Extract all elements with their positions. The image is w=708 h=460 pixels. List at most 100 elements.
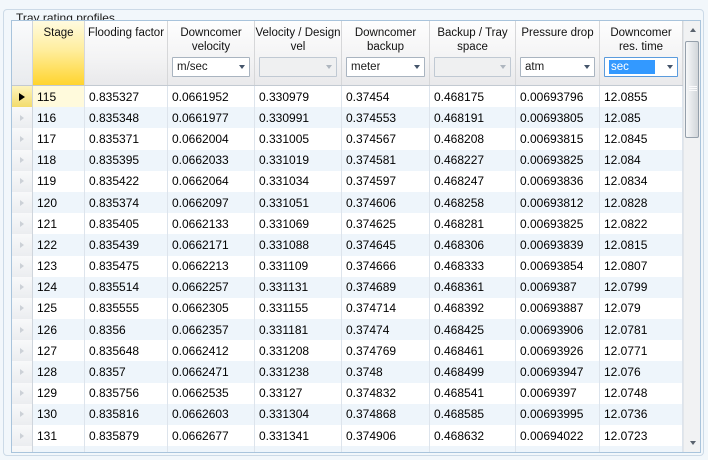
cell-stage[interactable]: 115 bbox=[33, 86, 85, 108]
row-selector[interactable] bbox=[12, 361, 33, 383]
cell-stage[interactable]: 122 bbox=[33, 234, 85, 256]
cell-press_drop[interactable]: 0.00693926 bbox=[516, 340, 600, 362]
cell-press_drop[interactable]: 0.00694022 bbox=[516, 425, 600, 447]
cell-dc_velocity[interactable]: 0.0662033 bbox=[168, 149, 255, 171]
cell-flooding[interactable]: 0.835327 bbox=[85, 86, 168, 108]
cell-dc_backup[interactable]: 0.374946 bbox=[342, 446, 430, 452]
cell-flooding[interactable]: 0.835816 bbox=[85, 403, 168, 425]
cell-backup_tray[interactable]: 0.468632 bbox=[430, 425, 516, 447]
row-selector[interactable] bbox=[12, 170, 33, 192]
row-selector[interactable] bbox=[12, 403, 33, 425]
cell-dc_backup[interactable]: 0.3748 bbox=[342, 361, 430, 383]
cell-vel_design[interactable]: 0.331034 bbox=[255, 170, 342, 192]
cell-res_time[interactable]: 12.084 bbox=[600, 149, 683, 171]
cell-stage[interactable]: 130 bbox=[33, 403, 85, 425]
cell-stage[interactable]: 132 bbox=[33, 446, 85, 452]
cell-res_time[interactable]: 12.0828 bbox=[600, 191, 683, 214]
cell-vel_design[interactable]: 0.330979 bbox=[255, 86, 342, 108]
cell-press_drop[interactable]: 0.00693995 bbox=[516, 403, 600, 425]
cell-dc_backup[interactable]: 0.374769 bbox=[342, 340, 430, 362]
cell-flooding[interactable]: 0.835374 bbox=[85, 191, 168, 214]
cell-vel_design[interactable]: 0.331051 bbox=[255, 191, 342, 214]
cell-backup_tray[interactable]: 0.468247 bbox=[430, 170, 516, 192]
cell-backup_tray[interactable]: 0.468333 bbox=[430, 255, 516, 277]
cell-res_time[interactable]: 12.0807 bbox=[600, 255, 683, 277]
cell-backup_tray[interactable]: 0.468425 bbox=[430, 319, 516, 341]
unit-combo-res_time[interactable]: sec bbox=[604, 57, 678, 77]
scrollbar-thumb[interactable] bbox=[685, 41, 699, 138]
cell-res_time[interactable]: 12.0822 bbox=[600, 213, 683, 235]
combo-arrow-zone-vel_design[interactable] bbox=[321, 65, 336, 69]
cell-vel_design[interactable]: 0.331005 bbox=[255, 128, 342, 150]
combo-arrow-zone-dc_backup[interactable] bbox=[409, 65, 424, 69]
cell-press_drop[interactable]: 0.00693839 bbox=[516, 234, 600, 256]
cell-dc_velocity[interactable]: 0.0662412 bbox=[168, 340, 255, 362]
cell-press_drop[interactable]: 0.00693887 bbox=[516, 297, 600, 320]
combo-arrow-zone-dc_velocity[interactable] bbox=[234, 65, 249, 69]
row-selector[interactable] bbox=[12, 213, 33, 235]
cell-press_drop[interactable]: 0.0069387 bbox=[516, 276, 600, 298]
combo-arrow-zone-backup_tray[interactable] bbox=[495, 65, 510, 69]
cell-press_drop[interactable]: 0.00693825 bbox=[516, 213, 600, 235]
column-header-flooding[interactable]: Flooding factor bbox=[85, 21, 168, 85]
cell-stage[interactable]: 128 bbox=[33, 361, 85, 383]
cell-dc_velocity[interactable]: 0.0662171 bbox=[168, 234, 255, 256]
cell-press_drop[interactable]: 0.00693805 bbox=[516, 107, 600, 129]
cell-flooding[interactable]: 0.835648 bbox=[85, 340, 168, 362]
cell-dc_velocity[interactable]: 0.0662305 bbox=[168, 297, 255, 320]
cell-dc_velocity[interactable]: 0.0662677 bbox=[168, 425, 255, 447]
row-selector[interactable] bbox=[12, 128, 33, 150]
cell-dc_velocity[interactable]: 0.0662535 bbox=[168, 382, 255, 404]
cell-press_drop[interactable]: 0.00693812 bbox=[516, 191, 600, 214]
cell-flooding[interactable]: 0.835879 bbox=[85, 425, 168, 447]
cell-dc_backup[interactable]: 0.37454 bbox=[342, 86, 430, 108]
cell-backup_tray[interactable]: 0.468281 bbox=[430, 213, 516, 235]
row-selector[interactable] bbox=[12, 107, 33, 129]
cell-res_time[interactable]: 12.0771 bbox=[600, 340, 683, 362]
table-row[interactable]: 128 0.8357 0.0662471 0.331238 0.3748 0.468499… bbox=[12, 361, 683, 383]
cell-dc_backup[interactable]: 0.37474 bbox=[342, 319, 430, 341]
table-row[interactable]: 126 0.8356 0.0662357 0.331181 0.37474 0.46842… bbox=[12, 319, 683, 341]
scrollbar-up-button[interactable] bbox=[684, 22, 701, 38]
cell-res_time[interactable]: 12.0781 bbox=[600, 319, 683, 341]
cell-vel_design[interactable]: 0.331131 bbox=[255, 276, 342, 298]
cell-vel_design[interactable]: 0.331238 bbox=[255, 361, 342, 383]
cell-stage[interactable]: 118 bbox=[33, 149, 85, 171]
cell-dc_backup[interactable]: 0.374567 bbox=[342, 128, 430, 150]
cell-backup_tray[interactable]: 0.468227 bbox=[430, 149, 516, 171]
cell-res_time[interactable]: 12.0708 bbox=[600, 446, 683, 452]
cell-flooding[interactable]: 0.835371 bbox=[85, 128, 168, 150]
cell-backup_tray[interactable]: 0.468208 bbox=[430, 128, 516, 150]
cell-flooding[interactable]: 0.835948 bbox=[85, 446, 168, 452]
table-row[interactable]: 117 0.835371 0.0662004 0.331005 0.374567 0.46… bbox=[12, 128, 683, 150]
row-selector[interactable] bbox=[12, 340, 33, 362]
table-row[interactable]: 125 0.835555 0.0662305 0.331155 0.374714 0.46… bbox=[12, 297, 683, 320]
cell-dc_velocity[interactable]: 0.0662064 bbox=[168, 170, 255, 192]
cell-stage[interactable]: 124 bbox=[33, 276, 85, 298]
unit-combo-dc_backup[interactable]: meter bbox=[346, 57, 425, 77]
table-row[interactable]: 118 0.835395 0.0662033 0.331019 0.374581 0.46… bbox=[12, 149, 683, 171]
unit-combo-vel_design[interactable] bbox=[259, 57, 337, 77]
cell-res_time[interactable]: 12.0723 bbox=[600, 425, 683, 447]
cell-dc_backup[interactable]: 0.374597 bbox=[342, 170, 430, 192]
cell-res_time[interactable]: 12.079 bbox=[600, 297, 683, 320]
row-selector[interactable] bbox=[12, 149, 33, 171]
cell-flooding[interactable]: 0.835555 bbox=[85, 297, 168, 320]
cell-vel_design[interactable]: 0.331088 bbox=[255, 234, 342, 256]
table-row[interactable]: 116 0.835348 0.0661977 0.330991 0.374553 0.46… bbox=[12, 107, 683, 129]
row-selector[interactable] bbox=[12, 297, 33, 320]
cell-dc_backup[interactable]: 0.374689 bbox=[342, 276, 430, 298]
cell-press_drop[interactable]: 0.00693825 bbox=[516, 149, 600, 171]
column-header-press_drop[interactable]: Pressure drop atm bbox=[516, 21, 600, 85]
combo-arrow-zone-res_time[interactable] bbox=[662, 65, 677, 69]
cell-stage[interactable]: 131 bbox=[33, 425, 85, 447]
cell-vel_design[interactable]: 0.33138 bbox=[255, 446, 342, 452]
cell-vel_design[interactable]: 0.331069 bbox=[255, 213, 342, 235]
cell-backup_tray[interactable]: 0.468683 bbox=[430, 446, 516, 452]
cell-backup_tray[interactable]: 0.468258 bbox=[430, 191, 516, 214]
cell-flooding[interactable]: 0.835514 bbox=[85, 276, 168, 298]
cell-flooding[interactable]: 0.835405 bbox=[85, 213, 168, 235]
row-selector[interactable] bbox=[12, 255, 33, 277]
cell-stage[interactable]: 125 bbox=[33, 297, 85, 320]
table-row[interactable]: 119 0.835422 0.0662064 0.331034 0.374597 0.46… bbox=[12, 170, 683, 192]
